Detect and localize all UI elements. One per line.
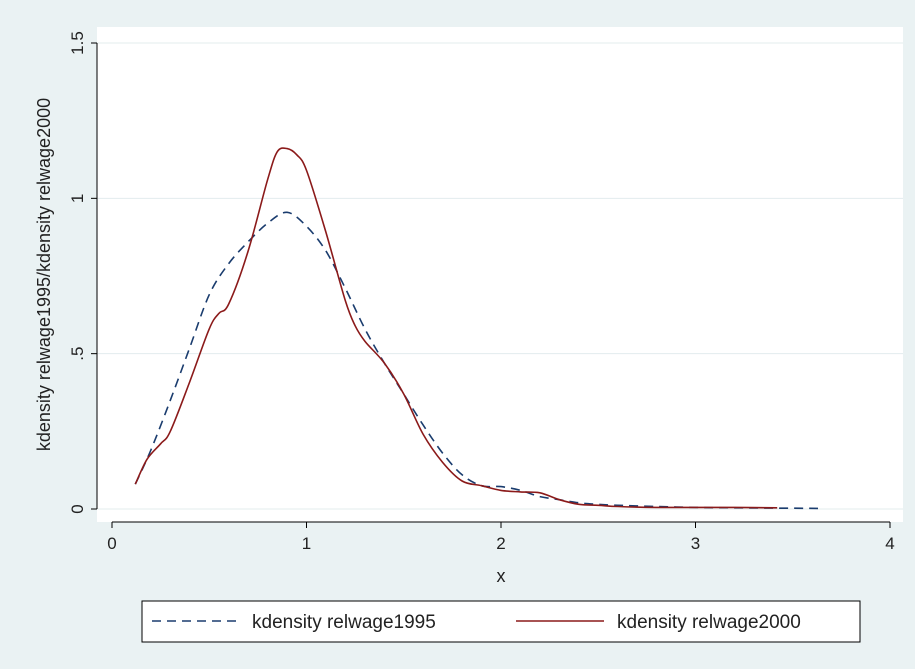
y-axis-title: kdensity relwage1995/kdensity relwage200… (34, 98, 54, 451)
x-tick-label-0: 0 (107, 534, 116, 553)
x-tick-label-3: 3 (691, 534, 700, 553)
x-tick-label-2: 2 (496, 534, 505, 553)
legend-box (141, 600, 861, 643)
x-tick-label-4: 4 (885, 534, 894, 553)
grid-lines (97, 42, 903, 510)
series-line-kdensity-relwage2000 (134, 147, 778, 509)
x-axis-title: x (497, 566, 506, 586)
y-tick-label-3: 1.5 (68, 31, 87, 55)
y-tick-label-1: .5 (68, 347, 87, 361)
legend: kdensity relwage1995 kdensity relwage200… (141, 600, 861, 643)
y-tick-label-0: 0 (68, 504, 87, 513)
series-line-kdensity-relwage1995 (134, 211, 819, 510)
legend-label-relwage2000: kdensity relwage2000 (617, 612, 801, 633)
legend-label-relwage1995: kdensity relwage1995 (252, 612, 436, 633)
axes: 0 .5 1 1.5 0 1 2 3 4 (68, 31, 895, 553)
y-tick-label-2: 1 (68, 194, 87, 203)
series-lines (134, 147, 819, 510)
plot-area (97, 27, 903, 522)
x-tick-label-1: 1 (302, 534, 311, 553)
